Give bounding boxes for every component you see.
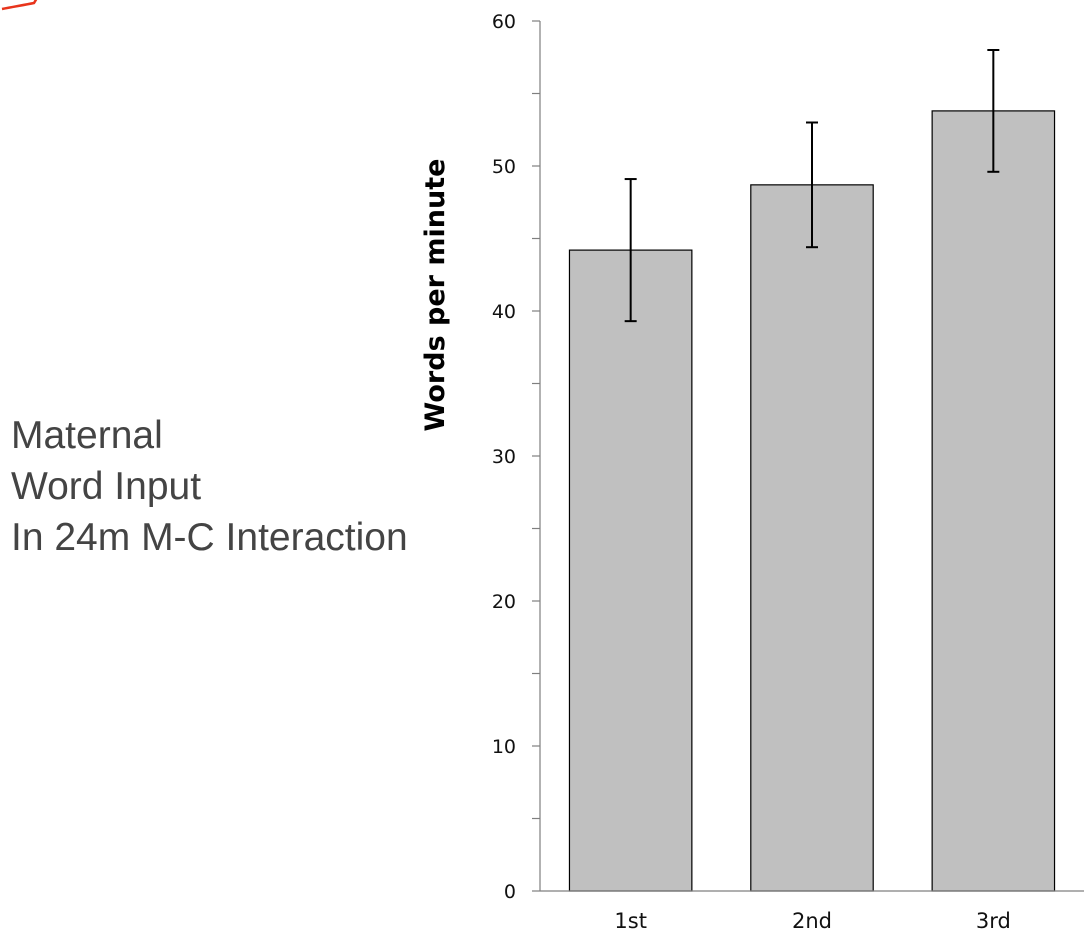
y-tick-label: 20	[492, 591, 516, 613]
y-tick-label: 40	[492, 301, 516, 323]
slide-title: Maternal Word Input In 24m M-C Interacti…	[11, 410, 408, 563]
y-tick-label: 50	[492, 156, 516, 178]
slide-title-line-1: Maternal	[11, 414, 163, 457]
y-tick-label: 0	[504, 881, 516, 903]
bar-3	[931, 110, 1056, 892]
y-tick-label: 30	[492, 446, 516, 468]
y-axis-title: Words per minute	[420, 159, 451, 432]
x-tick-label-1: 1st	[614, 909, 647, 933]
red-accent-mark	[0, 0, 45, 12]
bar-2	[750, 184, 874, 892]
bar-1	[568, 249, 693, 892]
y-tick-label: 60	[492, 11, 516, 33]
y-tick-label: 10	[492, 736, 516, 758]
x-tick-label-2: 2nd	[792, 909, 832, 933]
slide-title-line-2: Word Input	[11, 465, 202, 508]
slide-title-line-3: In 24m M-C Interaction	[11, 516, 408, 559]
x-tick-label-3: 3rd	[976, 909, 1011, 933]
